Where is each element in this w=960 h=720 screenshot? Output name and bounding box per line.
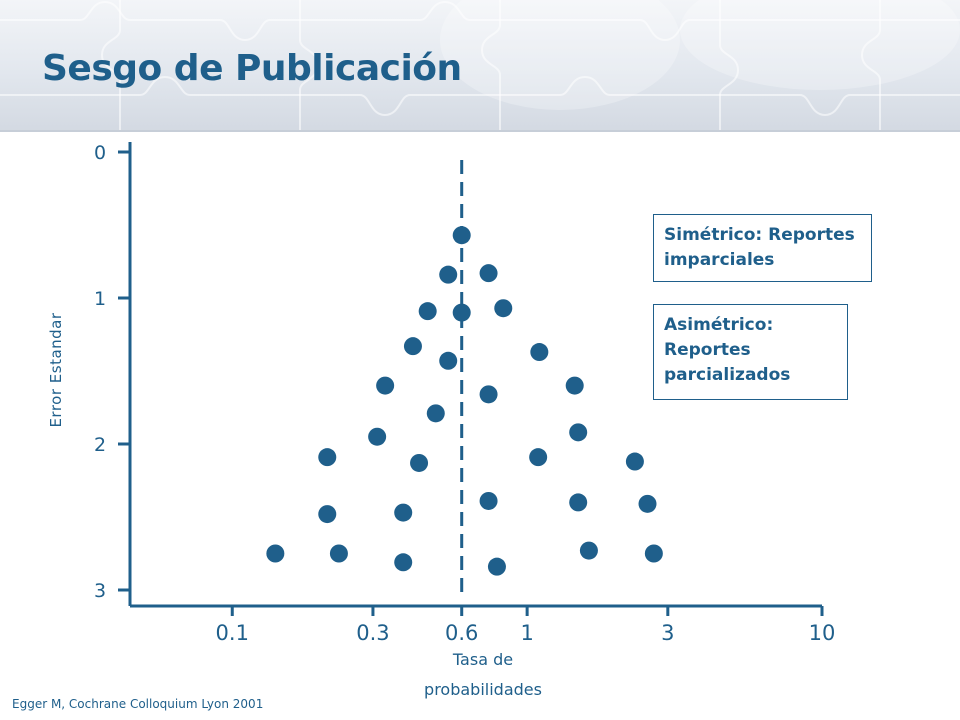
data-point	[418, 302, 437, 321]
data-point	[565, 376, 584, 395]
data-point	[410, 453, 429, 472]
data-point	[529, 448, 548, 467]
x-tick-label: 1	[520, 621, 533, 645]
data-point	[452, 226, 471, 245]
data-point	[452, 303, 471, 322]
data-point	[494, 299, 513, 318]
data-point	[394, 503, 413, 522]
x-tick-label: 10	[809, 621, 836, 645]
data-point	[439, 351, 458, 370]
symmetric-callout: Simétrico: Reportes imparciales	[653, 214, 872, 282]
x-tick-label: 0.3	[356, 621, 389, 645]
data-point	[569, 493, 588, 512]
asymmetric-callout: Asimétrico: Reportes parcializados	[653, 304, 848, 400]
data-point	[579, 541, 598, 560]
data-point	[569, 423, 588, 442]
slide-header: Sesgo de Publicación	[0, 0, 960, 132]
data-point	[426, 404, 445, 423]
data-point	[318, 505, 337, 524]
slide-title: Sesgo de Publicación	[42, 48, 462, 89]
data-point	[530, 343, 549, 362]
data-point	[368, 427, 387, 446]
y-tick-label: 2	[94, 434, 106, 456]
y-tick-label: 0	[94, 142, 106, 164]
data-point	[638, 494, 657, 513]
header-divider	[0, 130, 960, 132]
data-point	[266, 544, 285, 563]
y-axis-label: Error Estandar	[47, 312, 65, 428]
data-point	[439, 265, 458, 284]
x-axis-label: Tasa de probabilidades	[424, 650, 542, 699]
y-tick-label: 3	[94, 580, 106, 602]
puzzle-background	[0, 0, 960, 132]
data-point	[644, 544, 663, 563]
x-tick-label: 3	[661, 621, 674, 645]
data-point	[329, 544, 348, 563]
citation: Egger M, Cochrane Colloquium Lyon 2001	[12, 697, 264, 711]
data-point	[479, 491, 498, 510]
data-point	[403, 337, 422, 356]
data-point	[625, 452, 644, 471]
y-tick-label: 1	[94, 288, 106, 310]
data-point	[479, 264, 498, 283]
data-point	[487, 557, 506, 576]
data-point	[479, 385, 498, 404]
data-point	[376, 376, 395, 395]
x-tick-label: 0.6	[445, 621, 478, 645]
data-point	[394, 553, 413, 572]
data-point	[318, 448, 337, 467]
x-tick-label: 0.1	[216, 621, 249, 645]
